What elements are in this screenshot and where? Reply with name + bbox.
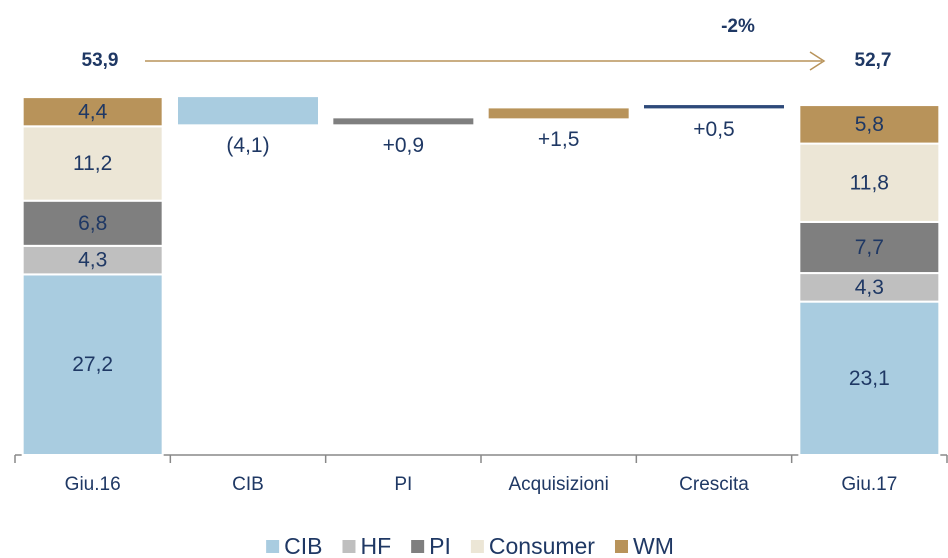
change-bar: [644, 105, 784, 109]
legend-swatch: [266, 540, 280, 553]
segment-label: 6,8: [78, 212, 107, 235]
legend-label: WM: [633, 533, 674, 558]
segment-label: 11,2: [73, 152, 112, 175]
stack-segment: [798, 272, 941, 303]
stack-segment: [798, 104, 941, 145]
x-tick-label: Giu.17: [841, 474, 897, 495]
change-label: +0,5: [693, 118, 734, 141]
legend-label: HF: [360, 533, 391, 558]
x-tick-label: CIB: [232, 474, 264, 495]
stack-segment: [798, 300, 941, 456]
segment-label: 4,4: [78, 100, 108, 123]
change-bar: [488, 108, 629, 119]
stack-segment: [798, 220, 941, 275]
legend-label: PI: [429, 533, 451, 558]
legend-label: Consumer: [489, 533, 595, 558]
total-label: 52,7: [855, 50, 892, 71]
legend-swatch: [342, 540, 356, 553]
stack-segment: [21, 199, 164, 247]
change-bar: [178, 97, 318, 125]
stack-segment: [21, 96, 164, 128]
change-label: +0,9: [383, 134, 424, 157]
segment-label: 27,2: [72, 353, 113, 376]
total-change: -2%: [721, 16, 755, 37]
segment-label: 5,8: [855, 113, 884, 136]
segment-label: 4,3: [855, 276, 884, 299]
change-label: (4,1): [226, 134, 269, 157]
stack-segment: [798, 142, 941, 223]
total-label: 53,9: [82, 50, 119, 71]
x-tick-label: Giu.16: [65, 474, 121, 495]
segment-label: 4,3: [78, 249, 107, 272]
x-tick-label: Crescita: [679, 474, 749, 495]
segment-label: 23,1: [849, 367, 890, 390]
x-tick-label: Acquisizioni: [509, 474, 609, 495]
stack-segment: [21, 125, 164, 202]
legend-label: CIB: [284, 533, 322, 558]
change-bar: [333, 118, 474, 125]
x-tick-label: PI: [394, 474, 412, 495]
segment-label: 7,7: [855, 236, 884, 259]
legend-swatch: [614, 540, 628, 553]
legend-swatch: [411, 540, 425, 553]
segment-label: 11,8: [850, 171, 889, 194]
arrow-head: [809, 51, 826, 71]
legend-swatch: [470, 540, 484, 553]
change-label: +1,5: [538, 128, 579, 151]
